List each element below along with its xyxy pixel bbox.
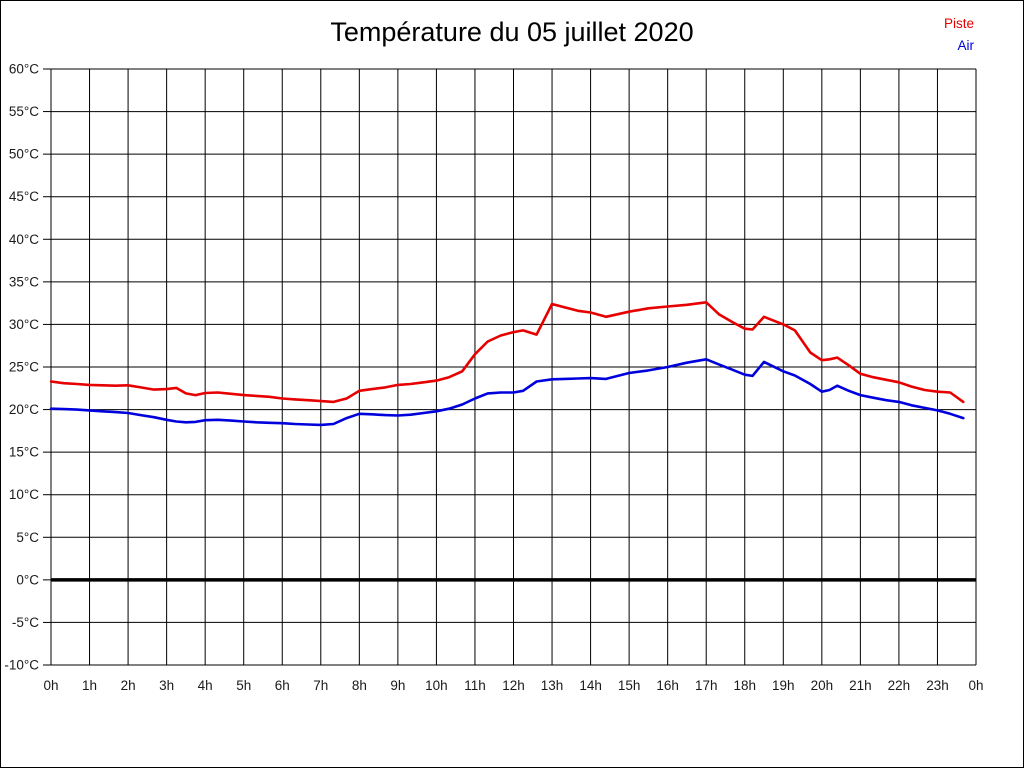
- series-line-piste: [49, 300, 965, 404]
- y-tick-label: 55°C: [9, 104, 39, 119]
- x-tick-label: 9h: [390, 678, 405, 693]
- chart-title: Température du 05 juillet 2020: [330, 17, 694, 47]
- y-tick-label: 20°C: [9, 402, 39, 417]
- x-tick-label: 4h: [198, 678, 213, 693]
- x-tick-label: 1h: [82, 678, 97, 693]
- x-tick-label: 13h: [541, 678, 564, 693]
- x-tick-label: 20h: [811, 678, 834, 693]
- y-tick-label: 5°C: [16, 530, 39, 545]
- y-tick-label: 25°C: [9, 360, 39, 375]
- y-tick-label: 0°C: [16, 572, 39, 587]
- x-tick-label: 15h: [618, 678, 641, 693]
- x-tick-label: 8h: [352, 678, 367, 693]
- x-tick-label: 2h: [121, 678, 136, 693]
- y-tick-label: 35°C: [9, 274, 39, 289]
- chart-legend: Piste Air: [944, 13, 974, 57]
- y-tick-label: -5°C: [12, 615, 39, 630]
- x-tick-label: 16h: [656, 678, 679, 693]
- x-tick-label: 21h: [849, 678, 872, 693]
- x-tick-label: 3h: [159, 678, 174, 693]
- series-line-air: [49, 357, 965, 427]
- y-tick-label: -10°C: [4, 658, 39, 673]
- x-tick-label: 6h: [275, 678, 290, 693]
- x-tick-label: 5h: [236, 678, 251, 693]
- x-tick-label: 12h: [502, 678, 525, 693]
- x-tick-label: 7h: [313, 678, 328, 693]
- x-tick-label: 14h: [579, 678, 602, 693]
- x-tick-label: 10h: [425, 678, 448, 693]
- legend-air-label: Air: [957, 38, 975, 53]
- x-tick-label: 0h: [43, 678, 58, 693]
- y-tick-label: 50°C: [9, 147, 39, 162]
- x-tick-label: 17h: [695, 678, 718, 693]
- x-tick-label: 11h: [464, 678, 486, 693]
- x-tick-label: 0h: [968, 678, 983, 693]
- y-tick-label: 30°C: [9, 317, 39, 332]
- x-tick-label: 18h: [733, 678, 756, 693]
- y-tick-label: 60°C: [9, 62, 39, 77]
- y-tick-label: 40°C: [9, 232, 39, 247]
- x-tick-label: 19h: [772, 678, 795, 693]
- x-tick-label: 22h: [888, 678, 911, 693]
- y-tick-label: 10°C: [9, 487, 39, 502]
- y-tick-label: 45°C: [9, 189, 39, 204]
- x-tick-label: 23h: [926, 678, 949, 693]
- legend-piste-label: Piste: [943, 16, 974, 31]
- y-tick-label: 15°C: [9, 445, 39, 460]
